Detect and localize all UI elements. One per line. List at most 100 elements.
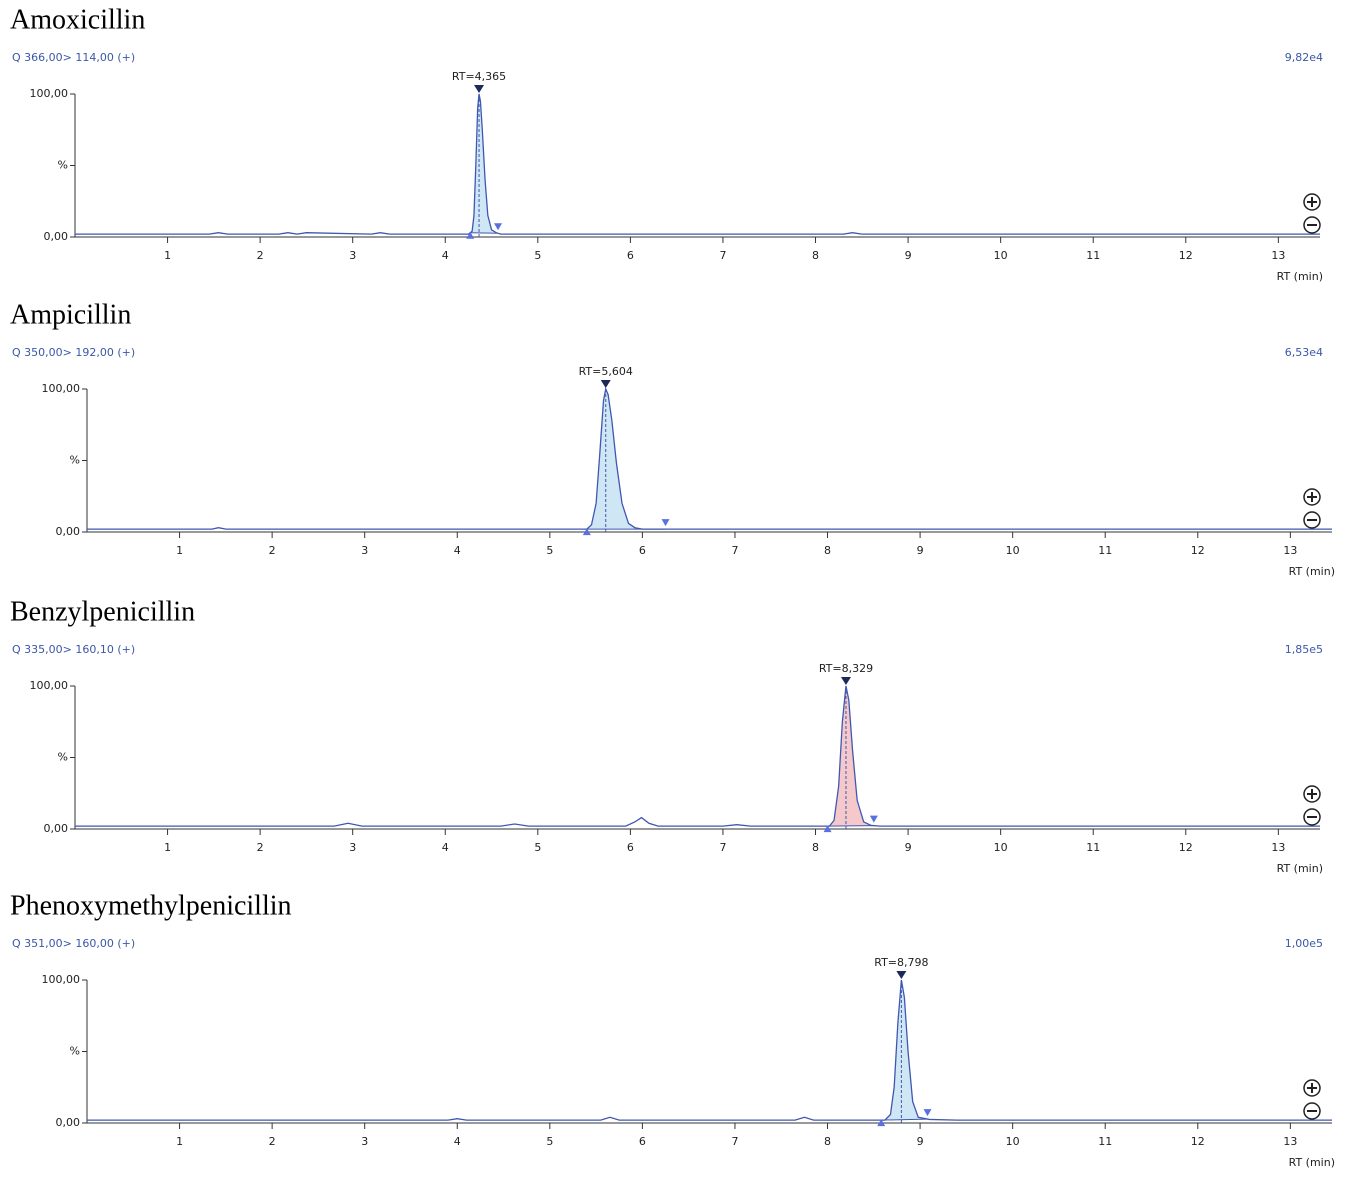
peak-marker bbox=[840, 677, 851, 685]
x-tick-label: 12 bbox=[1191, 1135, 1205, 1148]
x-tick-label: 7 bbox=[731, 544, 738, 557]
integration-marker bbox=[466, 231, 475, 239]
integration-marker bbox=[661, 519, 670, 527]
x-tick-label: 1 bbox=[176, 544, 183, 557]
transition-label: Q 351,00> 160,00 (+) bbox=[12, 937, 135, 950]
x-tick-label: 8 bbox=[824, 544, 831, 557]
panel-title: Amoxicillin bbox=[10, 4, 145, 35]
x-tick-label: 2 bbox=[269, 1135, 276, 1148]
y-tick-label: 0,00 bbox=[44, 822, 69, 835]
integration-marker bbox=[877, 1119, 886, 1127]
x-tick-label: 13 bbox=[1283, 1135, 1297, 1148]
peak-label: RT=5,604 bbox=[579, 365, 633, 378]
trace bbox=[87, 386, 1332, 530]
integration-baseline bbox=[470, 232, 499, 234]
x-tick-label: 4 bbox=[454, 544, 461, 557]
zoom-in-button[interactable] bbox=[1303, 1079, 1321, 1097]
x-tick-label: 12 bbox=[1179, 841, 1193, 854]
x-tick-label: 6 bbox=[639, 544, 646, 557]
zoom-out-button[interactable] bbox=[1303, 216, 1321, 234]
x-tick-label: 3 bbox=[361, 1135, 368, 1148]
trace bbox=[75, 685, 1320, 827]
x-tick-label: 9 bbox=[905, 249, 912, 262]
integration-marker bbox=[494, 223, 503, 231]
integration-marker bbox=[582, 528, 591, 536]
zoom-in-button[interactable] bbox=[1303, 785, 1321, 803]
x-tick-label: 10 bbox=[1006, 544, 1020, 557]
x-tick-label: 11 bbox=[1098, 1135, 1112, 1148]
x-tick-label: 10 bbox=[1006, 1135, 1020, 1148]
peak-marker bbox=[896, 971, 907, 979]
y-tick-label: % bbox=[70, 1045, 80, 1058]
integration-marker bbox=[923, 1109, 932, 1117]
x-tick-label: 7 bbox=[731, 1135, 738, 1148]
y-tick-label: % bbox=[58, 751, 68, 764]
integration-baseline bbox=[881, 1118, 928, 1121]
x-tick-label: 2 bbox=[257, 841, 264, 854]
x-tick-label: 7 bbox=[719, 249, 726, 262]
zoom-out-button[interactable] bbox=[1303, 511, 1321, 529]
peak-label: RT=8,329 bbox=[819, 662, 873, 675]
peak-area bbox=[586, 389, 666, 530]
x-tick-label: 8 bbox=[824, 1135, 831, 1148]
transition-label: Q 335,00> 160,10 (+) bbox=[12, 643, 135, 656]
intensity-label: 9,82e4 bbox=[1285, 51, 1323, 64]
integration-marker bbox=[869, 815, 878, 823]
x-tick-label: 3 bbox=[349, 841, 356, 854]
x-axis-label: RT (min) bbox=[1277, 270, 1323, 283]
y-tick-label: 0,00 bbox=[56, 1116, 81, 1129]
y-tick-label: 100,00 bbox=[30, 87, 69, 100]
x-tick-label: 3 bbox=[361, 544, 368, 557]
x-tick-label: 11 bbox=[1098, 544, 1112, 557]
y-tick-label: 0,00 bbox=[44, 230, 69, 243]
x-tick-label: 1 bbox=[164, 841, 171, 854]
panel-title: Phenoxymethylpenicillin bbox=[10, 890, 292, 921]
peak-area bbox=[881, 980, 928, 1121]
x-tick-label: 4 bbox=[442, 841, 449, 854]
integration-baseline bbox=[827, 825, 874, 827]
y-tick-label: 100,00 bbox=[42, 382, 81, 395]
y-tick-label: % bbox=[58, 159, 68, 172]
panel-title: Ampicillin bbox=[10, 299, 131, 330]
x-tick-label: 6 bbox=[639, 1135, 646, 1148]
panel-title: Benzylpenicillin bbox=[10, 596, 195, 627]
x-tick-label: 2 bbox=[269, 544, 276, 557]
y-tick-label: 100,00 bbox=[42, 973, 81, 986]
x-tick-label: 12 bbox=[1179, 249, 1193, 262]
x-tick-label: 12 bbox=[1191, 544, 1205, 557]
x-tick-label: 1 bbox=[164, 249, 171, 262]
x-tick-label: 4 bbox=[454, 1135, 461, 1148]
x-tick-label: 13 bbox=[1283, 544, 1297, 557]
zoom-in-button[interactable] bbox=[1303, 488, 1321, 506]
integration-marker bbox=[823, 825, 832, 833]
y-tick-label: % bbox=[70, 454, 80, 467]
x-tick-label: 2 bbox=[257, 249, 264, 262]
transition-label: Q 366,00> 114,00 (+) bbox=[12, 51, 135, 64]
intensity-label: 6,53e4 bbox=[1285, 346, 1323, 359]
x-tick-label: 8 bbox=[812, 249, 819, 262]
x-tick-label: 6 bbox=[627, 841, 634, 854]
peak-label: RT=4,365 bbox=[452, 70, 506, 83]
transition-label: Q 350,00> 192,00 (+) bbox=[12, 346, 135, 359]
zoom-out-button[interactable] bbox=[1303, 1102, 1321, 1120]
x-tick-label: 10 bbox=[994, 841, 1008, 854]
x-tick-label: 8 bbox=[812, 841, 819, 854]
x-axis-label: RT (min) bbox=[1277, 862, 1323, 875]
intensity-label: 1,85e5 bbox=[1285, 643, 1323, 656]
x-axis-label: RT (min) bbox=[1289, 1156, 1335, 1169]
x-tick-label: 11 bbox=[1086, 841, 1100, 854]
x-tick-label: 3 bbox=[349, 249, 356, 262]
x-tick-label: 13 bbox=[1271, 249, 1285, 262]
peak-area bbox=[827, 686, 874, 827]
zoom-in-button[interactable] bbox=[1303, 193, 1321, 211]
trace bbox=[75, 93, 1320, 235]
y-tick-label: 100,00 bbox=[30, 679, 69, 692]
x-tick-label: 5 bbox=[546, 544, 553, 557]
peak-label: RT=8,798 bbox=[874, 956, 928, 969]
x-tick-label: 4 bbox=[442, 249, 449, 262]
intensity-label: 1,00e5 bbox=[1285, 937, 1323, 950]
x-tick-label: 9 bbox=[917, 544, 924, 557]
x-tick-label: 10 bbox=[994, 249, 1008, 262]
zoom-out-button[interactable] bbox=[1303, 808, 1321, 826]
